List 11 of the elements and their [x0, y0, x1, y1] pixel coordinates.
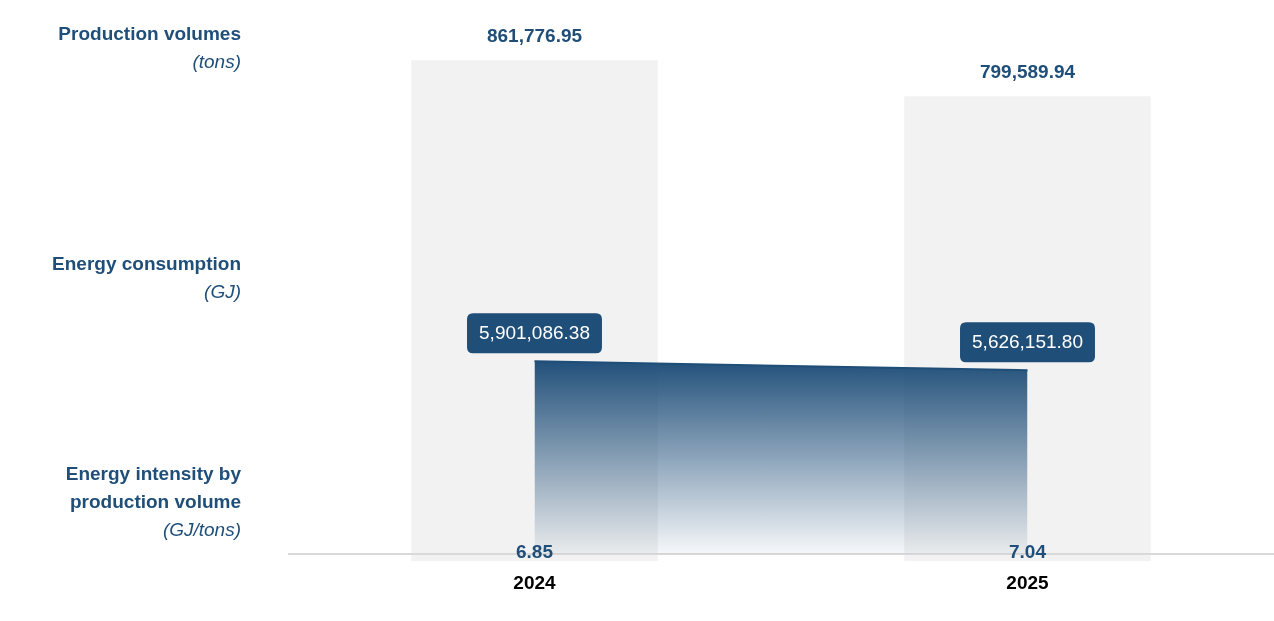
- data-label: 799,589.94: [979, 61, 1076, 83]
- data-label: 5,626,151.80: [972, 331, 1083, 353]
- text: Energy intensity by production volume (GJ/tons): [64, 462, 241, 542]
- data-label: 6.85: [515, 541, 554, 563]
- chart-title: Production volumes (tons): [57, 22, 241, 74]
- data-label: 7.04: [1008, 541, 1047, 563]
- x-tick-label: 2024: [513, 571, 557, 593]
- data-label: 5,901,086.38: [479, 322, 590, 344]
- chart-title: Energy consumption (GJ): [51, 252, 241, 304]
- data-label: 861,776.95: [486, 24, 583, 46]
- x-tick-label: 2025: [1006, 571, 1050, 593]
